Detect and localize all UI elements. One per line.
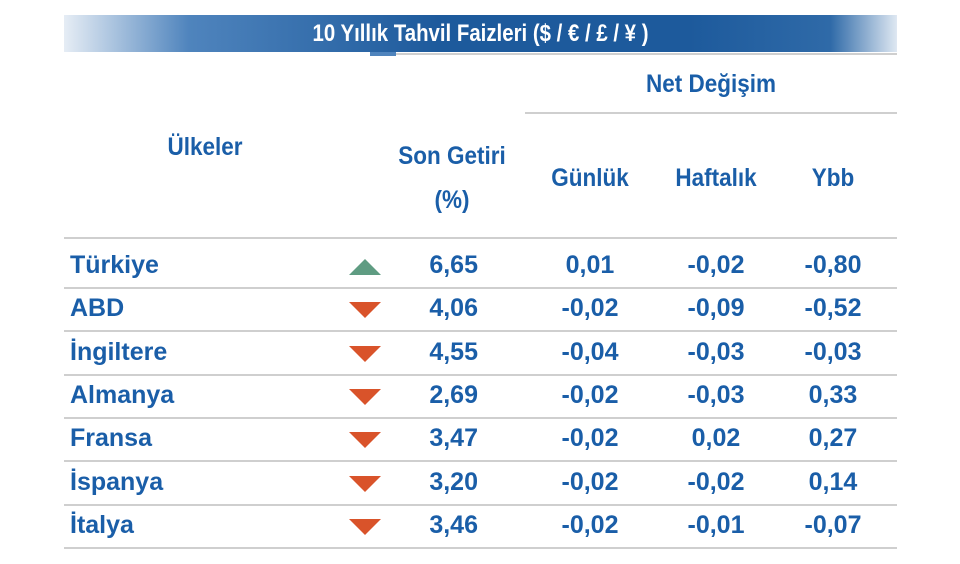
triangle-down-icon [349,345,381,362]
table-row: Fransa 3,47 -0,02 0,02 0,27 [64,417,897,463]
daily-value: -0,02 [561,294,619,323]
triangle-down-icon [349,302,381,319]
table-row: Almanya 2,69 -0,02 -0,03 0,33 [64,374,897,419]
daily-value: -0,04 [561,337,619,366]
triangle-down-icon [349,518,381,535]
title-notch [370,52,396,56]
table-title: 10 Yıllık Tahvil Faizleri ($ / € / £ / ¥… [312,20,649,47]
weekly-value: -0,01 [687,510,745,539]
yield-value: 2,69 [429,380,478,409]
daily-value: -0,02 [561,467,619,496]
ytd-value: 0,33 [808,380,858,409]
weekly-header: Haftalık [675,164,757,192]
table-row: İngiltere 4,55 -0,04 -0,03 -0,03 [64,331,897,376]
country-name: Almanya [70,380,175,409]
ytd-value: 0,14 [808,467,858,496]
country-name: ABD [70,294,125,323]
country-name: İngiltere [70,337,168,366]
net-change-header: Net Değişim [645,70,777,98]
triangle-down-icon [349,432,381,449]
title-bar [64,15,897,52]
triangle-up-icon [349,259,381,275]
triangle-down-icon [349,388,381,405]
ytd-value: 0,27 [808,424,858,453]
yield-value: 3,20 [429,467,478,496]
weekly-value: -0,02 [687,467,745,496]
country-name: İtalya [70,510,134,539]
table-row: ABD 4,06 -0,02 -0,09 -0,52 [64,287,897,333]
triangle-down-icon [349,475,381,492]
ytd-value: -0,80 [804,251,862,279]
yield-value: 3,47 [429,424,478,453]
country-name: Fransa [70,424,152,453]
country-name: Türkiye [70,251,159,279]
yield-value: 3,46 [429,510,478,539]
daily-value: -0,02 [561,380,619,409]
daily-value: -0,02 [561,424,619,453]
ytd-value: -0,52 [804,294,862,323]
ytd-header: Ybb [811,164,855,192]
country-header: Ülkeler [167,133,243,161]
ytd-value: -0,07 [804,510,862,539]
net-change-divider [525,112,897,114]
weekly-value: -0,03 [687,337,745,366]
title-underline [378,53,897,55]
yield-unit: (%) [434,186,470,214]
yield-value: 4,55 [429,337,478,366]
daily-value: -0,02 [561,510,619,539]
weekly-value: 0,02 [691,424,741,453]
weekly-value: -0,02 [687,251,745,279]
yield-value: 6,65 [429,251,478,279]
table-row: İtalya 3,46 -0,02 -0,01 -0,07 [64,504,897,549]
table-row: İspanya 3,20 -0,02 -0,02 0,14 [64,461,897,506]
table-row: Türkiye 6,65 0,01 -0,02 -0,80 [64,244,897,289]
country-name: İspanya [70,467,164,496]
daily-value: 0,01 [565,251,615,279]
daily-header: Günlük [551,164,629,192]
yield-value: 4,06 [429,294,478,323]
yield-header: Son Getiri [398,142,506,170]
ytd-value: -0,03 [804,337,862,366]
weekly-value: -0,09 [687,294,745,323]
weekly-value: -0,03 [687,380,745,409]
header-divider [64,237,897,239]
